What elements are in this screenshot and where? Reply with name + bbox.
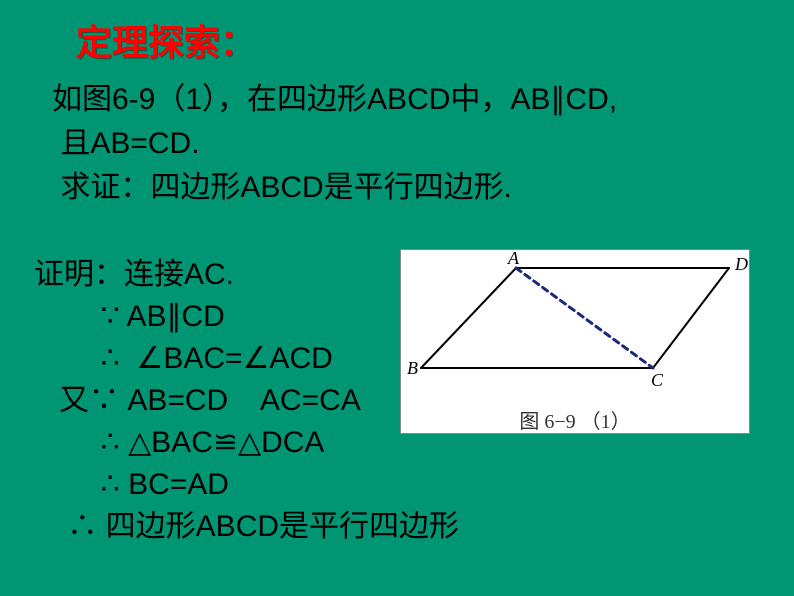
proof-line: ∴ △BAC≌△DCA [34, 422, 459, 464]
svg-text:A: A [507, 250, 520, 268]
proof-line: ∵ AB∥CD [34, 296, 459, 338]
proof-line: 又∵ AB=CD AC=CA [34, 380, 459, 422]
proof-line: ∴ ∠BAC=∠ACD [34, 338, 459, 380]
problem-line [52, 210, 617, 254]
svg-text:B: B [407, 358, 418, 378]
svg-text:D: D [734, 254, 748, 274]
proof-block: 证明：连接AC. ∵ AB∥CD ∴ ∠BAC=∠ACD 又∵ AB=CD AC… [34, 254, 459, 548]
figure-box: ADBC 图 6−9 （1） [400, 249, 750, 434]
svg-text:C: C [651, 370, 664, 390]
slide: 定理探索： 如图6-9（1），在四边形ABCD中，AB∥CD, 且AB=CD. … [0, 0, 794, 596]
problem-line: 如图6-9（1），在四边形ABCD中，AB∥CD, [52, 78, 617, 122]
figure-caption: 图 6−9 （1） [401, 405, 749, 440]
proof-line: 证明：连接AC. [34, 254, 459, 296]
section-title: 定理探索： [76, 14, 256, 66]
proof-line: ∴ BC=AD [34, 464, 459, 506]
parallelogram-figure: A D B C [401, 250, 751, 400]
problem-block: 如图6-9（1），在四边形ABCD中，AB∥CD, 且AB=CD. 求证：四边形… [52, 78, 617, 254]
proof-line: ∴ 四边形ABCD是平行四边形 [34, 506, 459, 548]
problem-line: 求证：四边形ABCD是平行四边形. [52, 166, 617, 210]
problem-line: 且AB=CD. [52, 122, 617, 166]
